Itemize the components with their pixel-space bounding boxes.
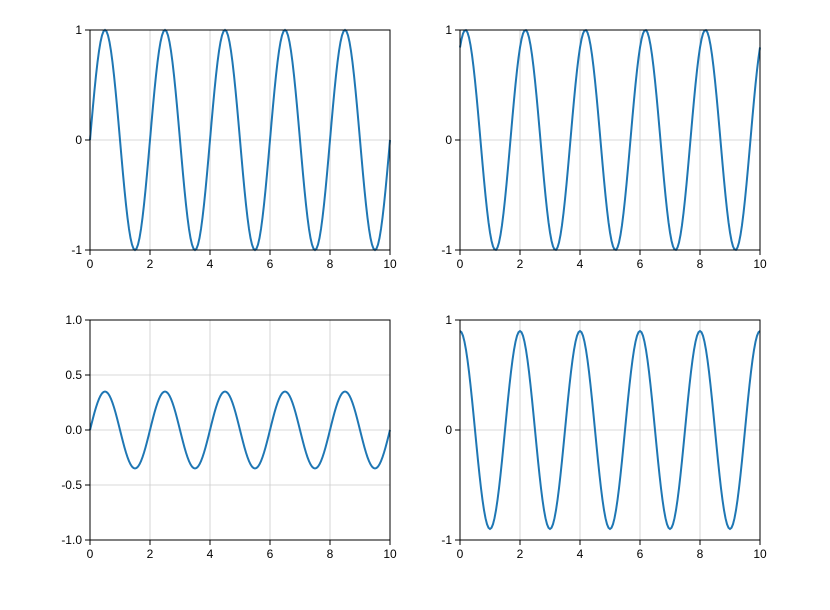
- ytick-label: 1: [445, 313, 452, 327]
- ytick-label: 1: [445, 23, 452, 37]
- xtick-label: 8: [327, 547, 334, 561]
- ytick-label: 0: [445, 423, 452, 437]
- xtick-label: 8: [697, 257, 704, 271]
- xtick-label: 10: [753, 547, 767, 561]
- ytick-label: -1: [71, 243, 82, 257]
- xtick-label: 2: [147, 257, 154, 271]
- chart-panel-bottom-left: 0 2 4 6 8 10 -1.0 -0.5 0.0 0.5 1.0: [61, 313, 397, 561]
- xtick-label: 8: [327, 257, 334, 271]
- ytick-label: -0.5: [61, 478, 82, 492]
- xtick-label: 6: [637, 547, 644, 561]
- ytick-label: 0.5: [65, 368, 82, 382]
- ytick-label: -1.0: [61, 533, 82, 547]
- xtick-label: 6: [267, 547, 274, 561]
- figure-container: 0246810-1010246810-1010246810-1.0-0.50.0…: [0, 0, 830, 605]
- chart-panel-top-left: 0 2 4 6 8 10 -1 0 1: [71, 23, 397, 271]
- xtick-label: 2: [517, 547, 524, 561]
- xtick-label: 2: [147, 547, 154, 561]
- xtick-label: 6: [637, 257, 644, 271]
- ytick-label: 1: [75, 23, 82, 37]
- xtick-label: 4: [207, 257, 214, 271]
- chart-panel-bottom-right: 0 2 4 6 8 10 -1 0 1: [441, 313, 767, 561]
- xtick-label: 6: [267, 257, 274, 271]
- xtick-label: 0: [87, 547, 94, 561]
- ytick-label: 0: [445, 133, 452, 147]
- ytick-label: -1: [441, 243, 452, 257]
- figure-svg: 0246810-1010246810-1010246810-1.0-0.50.0…: [0, 0, 830, 605]
- xtick-label: 4: [577, 547, 584, 561]
- xtick-label: 0: [457, 547, 464, 561]
- xtick-label: 10: [383, 257, 397, 271]
- chart-panel-top-right: 0 2 4 6 8 10 -1 0 1: [441, 23, 767, 271]
- xtick-label: 4: [207, 547, 214, 561]
- xtick-label: 10: [383, 547, 397, 561]
- ytick-label: 0: [75, 133, 82, 147]
- ytick-label: -1: [441, 533, 452, 547]
- xtick-label: 4: [577, 257, 584, 271]
- xtick-label: 10: [753, 257, 767, 271]
- xtick-label: 8: [697, 547, 704, 561]
- xtick-label: 2: [517, 257, 524, 271]
- ytick-label: 0.0: [65, 423, 82, 437]
- ytick-label: 1.0: [65, 313, 82, 327]
- xtick-label: 0: [87, 257, 94, 271]
- xtick-label: 0: [457, 257, 464, 271]
